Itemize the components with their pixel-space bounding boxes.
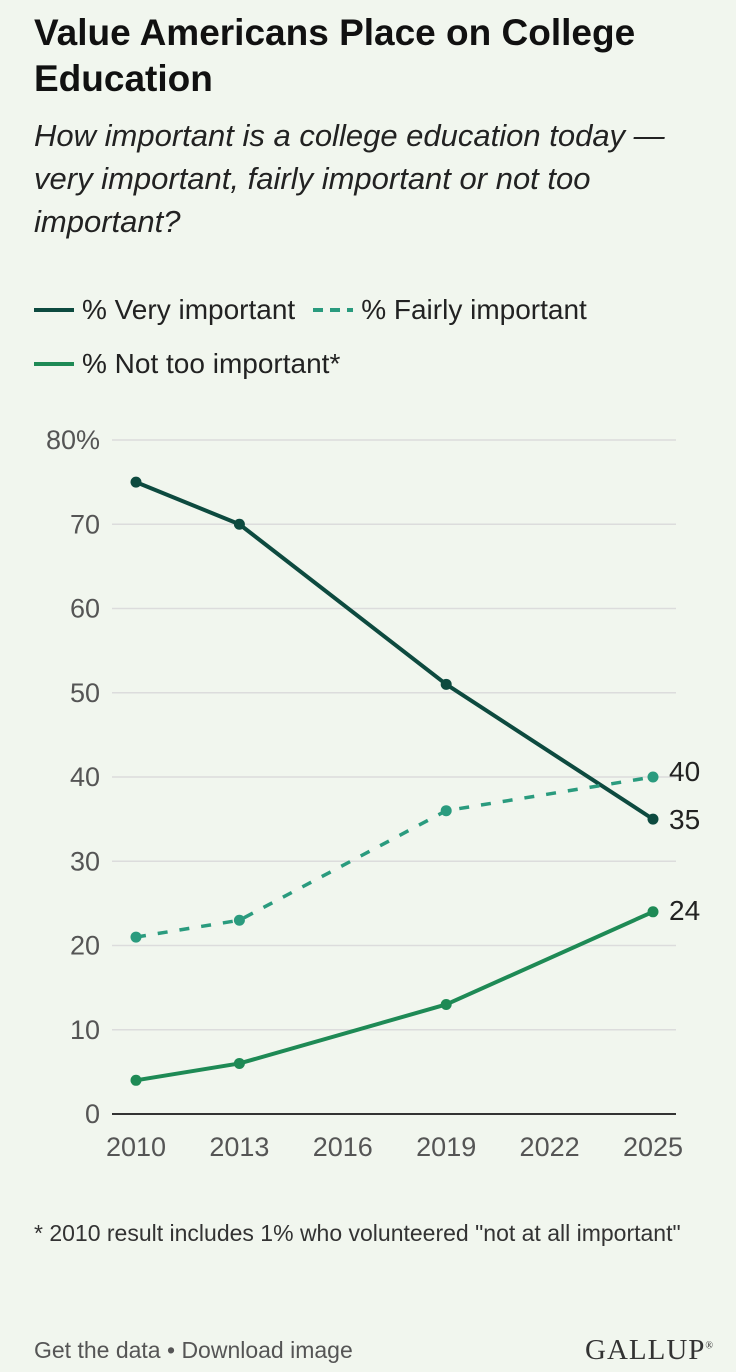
end-labels: 35 40 24	[669, 756, 700, 926]
legend-label: % Very important	[82, 294, 296, 325]
series-line-1	[135, 775, 654, 939]
legend-swatch-very-important	[34, 308, 74, 312]
data-point	[130, 931, 142, 943]
data-point	[233, 518, 245, 530]
data-point	[440, 678, 452, 690]
footer: Get the data • Download image GALLUP®	[34, 1330, 714, 1370]
legend-item-fairly-important: % Fairly important	[313, 294, 587, 326]
get-data-link[interactable]: Get the data	[34, 1336, 161, 1363]
x-axis-ticks: 2010 2013 2016 2019 2022 2025	[106, 1132, 683, 1162]
chart-subtitle: How important is a college education tod…	[34, 118, 665, 239]
y-tick-label: 0	[85, 1099, 100, 1129]
y-axis-ticks: 0 10 20 30 40 50 60 70 80%	[46, 425, 100, 1129]
end-value-label: 24	[669, 895, 700, 926]
x-tick-label: 2010	[106, 1132, 166, 1162]
data-point	[440, 998, 452, 1010]
end-value-label: 35	[669, 804, 700, 835]
series-points	[130, 476, 659, 1086]
data-point	[233, 914, 245, 926]
x-tick-label: 2016	[313, 1132, 373, 1162]
legend-swatch-fairly-important	[313, 308, 354, 312]
series-line-2	[134, 909, 655, 1083]
x-tick-label: 2025	[623, 1132, 683, 1162]
gallup-logo: GALLUP®	[585, 1334, 714, 1367]
download-image-link[interactable]: Download image	[181, 1336, 353, 1363]
data-point	[130, 476, 142, 488]
footer-separator: •	[160, 1336, 182, 1363]
data-point	[647, 906, 659, 918]
footnote: * 2010 result includes 1% who volunteere…	[34, 1220, 681, 1246]
chart-title: Value Americans Place on College Educati…	[34, 12, 636, 99]
gridlines	[112, 439, 676, 1115]
y-tick-label: 40	[70, 762, 100, 792]
y-tick-label: 20	[70, 931, 100, 961]
y-tick-label: 50	[70, 678, 100, 708]
y-tick-label: 70	[70, 509, 100, 539]
data-point	[130, 1074, 142, 1086]
chart-legend: % Very important % Fairly important % No…	[34, 288, 714, 396]
x-tick-label: 2019	[416, 1132, 476, 1162]
legend-swatch-not-too-important	[34, 362, 74, 366]
y-tick-label: 30	[70, 846, 100, 876]
legend-label: % Not too important*	[82, 348, 341, 379]
x-tick-label: 2022	[520, 1132, 580, 1162]
registered-mark-icon: ®	[705, 1339, 714, 1351]
legend-label: % Fairly important	[361, 294, 587, 325]
series-line-0	[134, 480, 655, 822]
end-value-label: 40	[669, 756, 700, 787]
data-point	[647, 813, 659, 825]
data-point	[233, 1057, 245, 1069]
legend-item-very-important: % Very important	[34, 294, 295, 326]
gallup-logo-text: GALLUP	[585, 1333, 706, 1366]
x-tick-label: 2013	[209, 1132, 269, 1162]
y-tick-label: 80%	[46, 425, 100, 455]
y-tick-label: 60	[70, 594, 100, 624]
series-lines	[134, 480, 655, 1083]
data-point	[440, 805, 452, 817]
y-tick-label: 10	[70, 1015, 100, 1045]
footer-links: Get the data • Download image	[34, 1337, 353, 1364]
legend-item-not-too-important: % Not too important*	[34, 348, 340, 380]
data-point	[647, 771, 659, 783]
